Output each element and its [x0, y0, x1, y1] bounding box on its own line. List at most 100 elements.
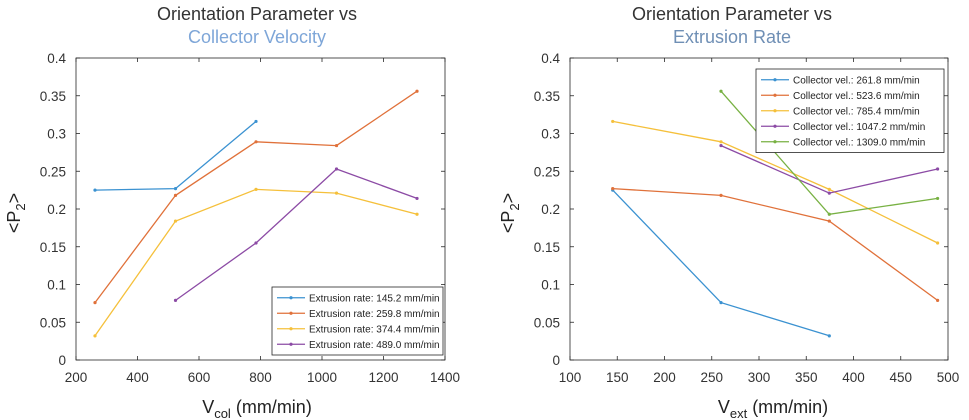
left-xlabel-sub: col — [214, 406, 231, 420]
right-x-tick-label: 100 — [559, 370, 582, 385]
left-legend-marker-0 — [289, 296, 293, 300]
left-ylabel-main: <P — [4, 211, 24, 234]
left-series-1-point — [334, 143, 339, 148]
right-series-1-line — [612, 187, 938, 301]
left-series-3-point — [415, 196, 419, 201]
left-chart-ylabel: <P2> — [4, 193, 28, 233]
left-x-tick-label: 1200 — [368, 370, 398, 385]
right-legend-label-0: Collector vel.: 261.8 mm/min — [793, 75, 920, 86]
left-series-1-point — [93, 301, 97, 305]
right-series-2-point — [827, 187, 831, 191]
right-y-tick-label: 0.15 — [534, 240, 560, 255]
right-chart-xlabel: Vext (mm/min) — [718, 397, 828, 420]
left-xlabel-unit: (mm/min) — [231, 397, 312, 417]
left-xlabel-main: V — [202, 397, 214, 417]
right-legend-label-3: Collector vel.: 1047.2 mm/min — [793, 122, 925, 133]
left-series-3-point — [334, 167, 339, 171]
left-legend-label-3: Extrusion rate: 489.0 mm/min — [309, 340, 440, 351]
right-chart-ylabel: <P2> — [498, 193, 522, 233]
right-legend-label-1: Collector vel.: 523.6 mm/min — [793, 91, 920, 102]
left-x-tick-label: 800 — [249, 370, 272, 385]
right-xlabel-unit: (mm/min) — [747, 397, 828, 417]
left-chart: Orientation Parameter vs Collector Veloc… — [4, 4, 460, 420]
right-chart: Orientation Parameter vs Extrusion Rate … — [498, 4, 959, 420]
right-x-tick-label: 500 — [937, 370, 960, 385]
right-series-0-point — [719, 301, 723, 305]
right-series-3-point — [827, 191, 831, 195]
left-series-0-point — [173, 187, 178, 191]
right-chart-title-line1: Orientation Parameter vs — [632, 4, 832, 24]
right-series-2-point — [936, 241, 940, 245]
left-series-0-line — [94, 120, 257, 191]
right-legend-marker-4 — [773, 140, 777, 144]
right-y-tick-label: 0.4 — [541, 51, 560, 66]
left-x-tick-label: 1400 — [430, 370, 460, 385]
left-y-tick-label: 0.1 — [47, 278, 66, 293]
left-series-1-point — [415, 89, 419, 93]
left-series-0-point — [93, 188, 97, 192]
right-y-tick-label: 0.3 — [541, 127, 560, 142]
left-series-1-point — [254, 140, 258, 144]
right-x-tick-label: 250 — [700, 370, 723, 385]
left-y-tick-label: 0 — [58, 353, 66, 368]
left-legend-marker-1 — [289, 311, 293, 315]
left-y-tick-label: 0.4 — [47, 51, 66, 66]
left-chart-xlabel: Vcol (mm/min) — [202, 397, 312, 420]
right-y-tick-label: 0.25 — [534, 164, 560, 179]
left-x-tick-label: 400 — [126, 370, 149, 385]
left-legend-marker-3 — [289, 342, 293, 346]
right-x-tick-label: 450 — [889, 370, 912, 385]
right-x-tick-label: 300 — [748, 370, 771, 385]
right-x-tick-label: 350 — [795, 370, 818, 385]
right-series-1-point — [719, 193, 723, 198]
left-chart-plot: 200 400 600 800 1000 1200 1400 0 0.05 0.1 0.15 0.2 0… — [40, 51, 460, 385]
right-series-4-point — [827, 212, 831, 216]
left-x-tick-label: 1000 — [307, 370, 337, 385]
right-ylabel-end: > — [498, 193, 518, 204]
right-y-tick-label: 0 — [552, 353, 560, 368]
right-y-tick-label: 0.05 — [534, 315, 560, 330]
left-legend-label-2: Extrusion rate: 374.4 mm/min — [309, 324, 440, 335]
right-ylabel-sub: 2 — [507, 203, 522, 210]
right-legend-label-2: Collector vel.: 785.4 mm/min — [793, 106, 920, 117]
right-series-0-line — [612, 189, 830, 337]
right-series-2-point — [611, 119, 615, 124]
left-y-tick-label: 0.3 — [47, 127, 66, 142]
right-xlabel-main: V — [718, 397, 730, 417]
left-legend: Extrusion rate: 145.2 mm/min Extrusion ra… — [271, 286, 444, 356]
right-y-tick-label: 0.35 — [534, 89, 560, 104]
right-xlabel-sub: ext — [730, 406, 748, 420]
right-legend-marker-2 — [773, 109, 777, 113]
right-chart-plot: 100 150 200 250 300 350 400 450 500 0 0.05 0.1 0.15 0… — [534, 51, 960, 385]
right-ylabel-main: <P — [498, 211, 518, 234]
left-legend-marker-2 — [289, 327, 293, 331]
right-series-4-point — [719, 89, 723, 93]
right-series-1-point — [936, 298, 940, 302]
left-series-2-point — [415, 212, 419, 216]
left-y-tick-label: 0.15 — [40, 240, 66, 255]
right-x-tick-label: 400 — [842, 370, 865, 385]
right-x-tick-label: 200 — [653, 370, 676, 385]
right-legend-marker-0 — [773, 78, 777, 82]
right-series-2-line — [612, 120, 938, 244]
right-series-1-point — [611, 187, 615, 191]
left-chart-title-line2: Collector Velocity — [188, 27, 326, 47]
left-series-3-point — [254, 241, 258, 245]
right-series-3-point — [719, 143, 723, 148]
right-x-tick-label: 150 — [606, 370, 629, 385]
left-y-tick-label: 0.35 — [40, 89, 66, 104]
right-series-1-point — [827, 219, 831, 223]
left-series-0-point — [254, 119, 258, 124]
right-series-4-point — [936, 196, 940, 201]
left-series-2-point — [334, 191, 339, 195]
left-x-tick-label: 600 — [188, 370, 211, 385]
right-y-tick-label: 0.1 — [541, 278, 560, 293]
left-series-3-point — [173, 298, 178, 302]
right-series-2-point — [719, 140, 723, 144]
left-chart-title-line1: Orientation Parameter vs — [157, 4, 357, 24]
right-legend-label-4: Collector vel.: 1309.0 mm/min — [793, 137, 925, 148]
left-ylabel-sub: 2 — [13, 203, 28, 210]
left-legend-label-1: Extrusion rate: 259.8 mm/min — [309, 309, 440, 320]
left-series-1-point — [173, 193, 178, 198]
